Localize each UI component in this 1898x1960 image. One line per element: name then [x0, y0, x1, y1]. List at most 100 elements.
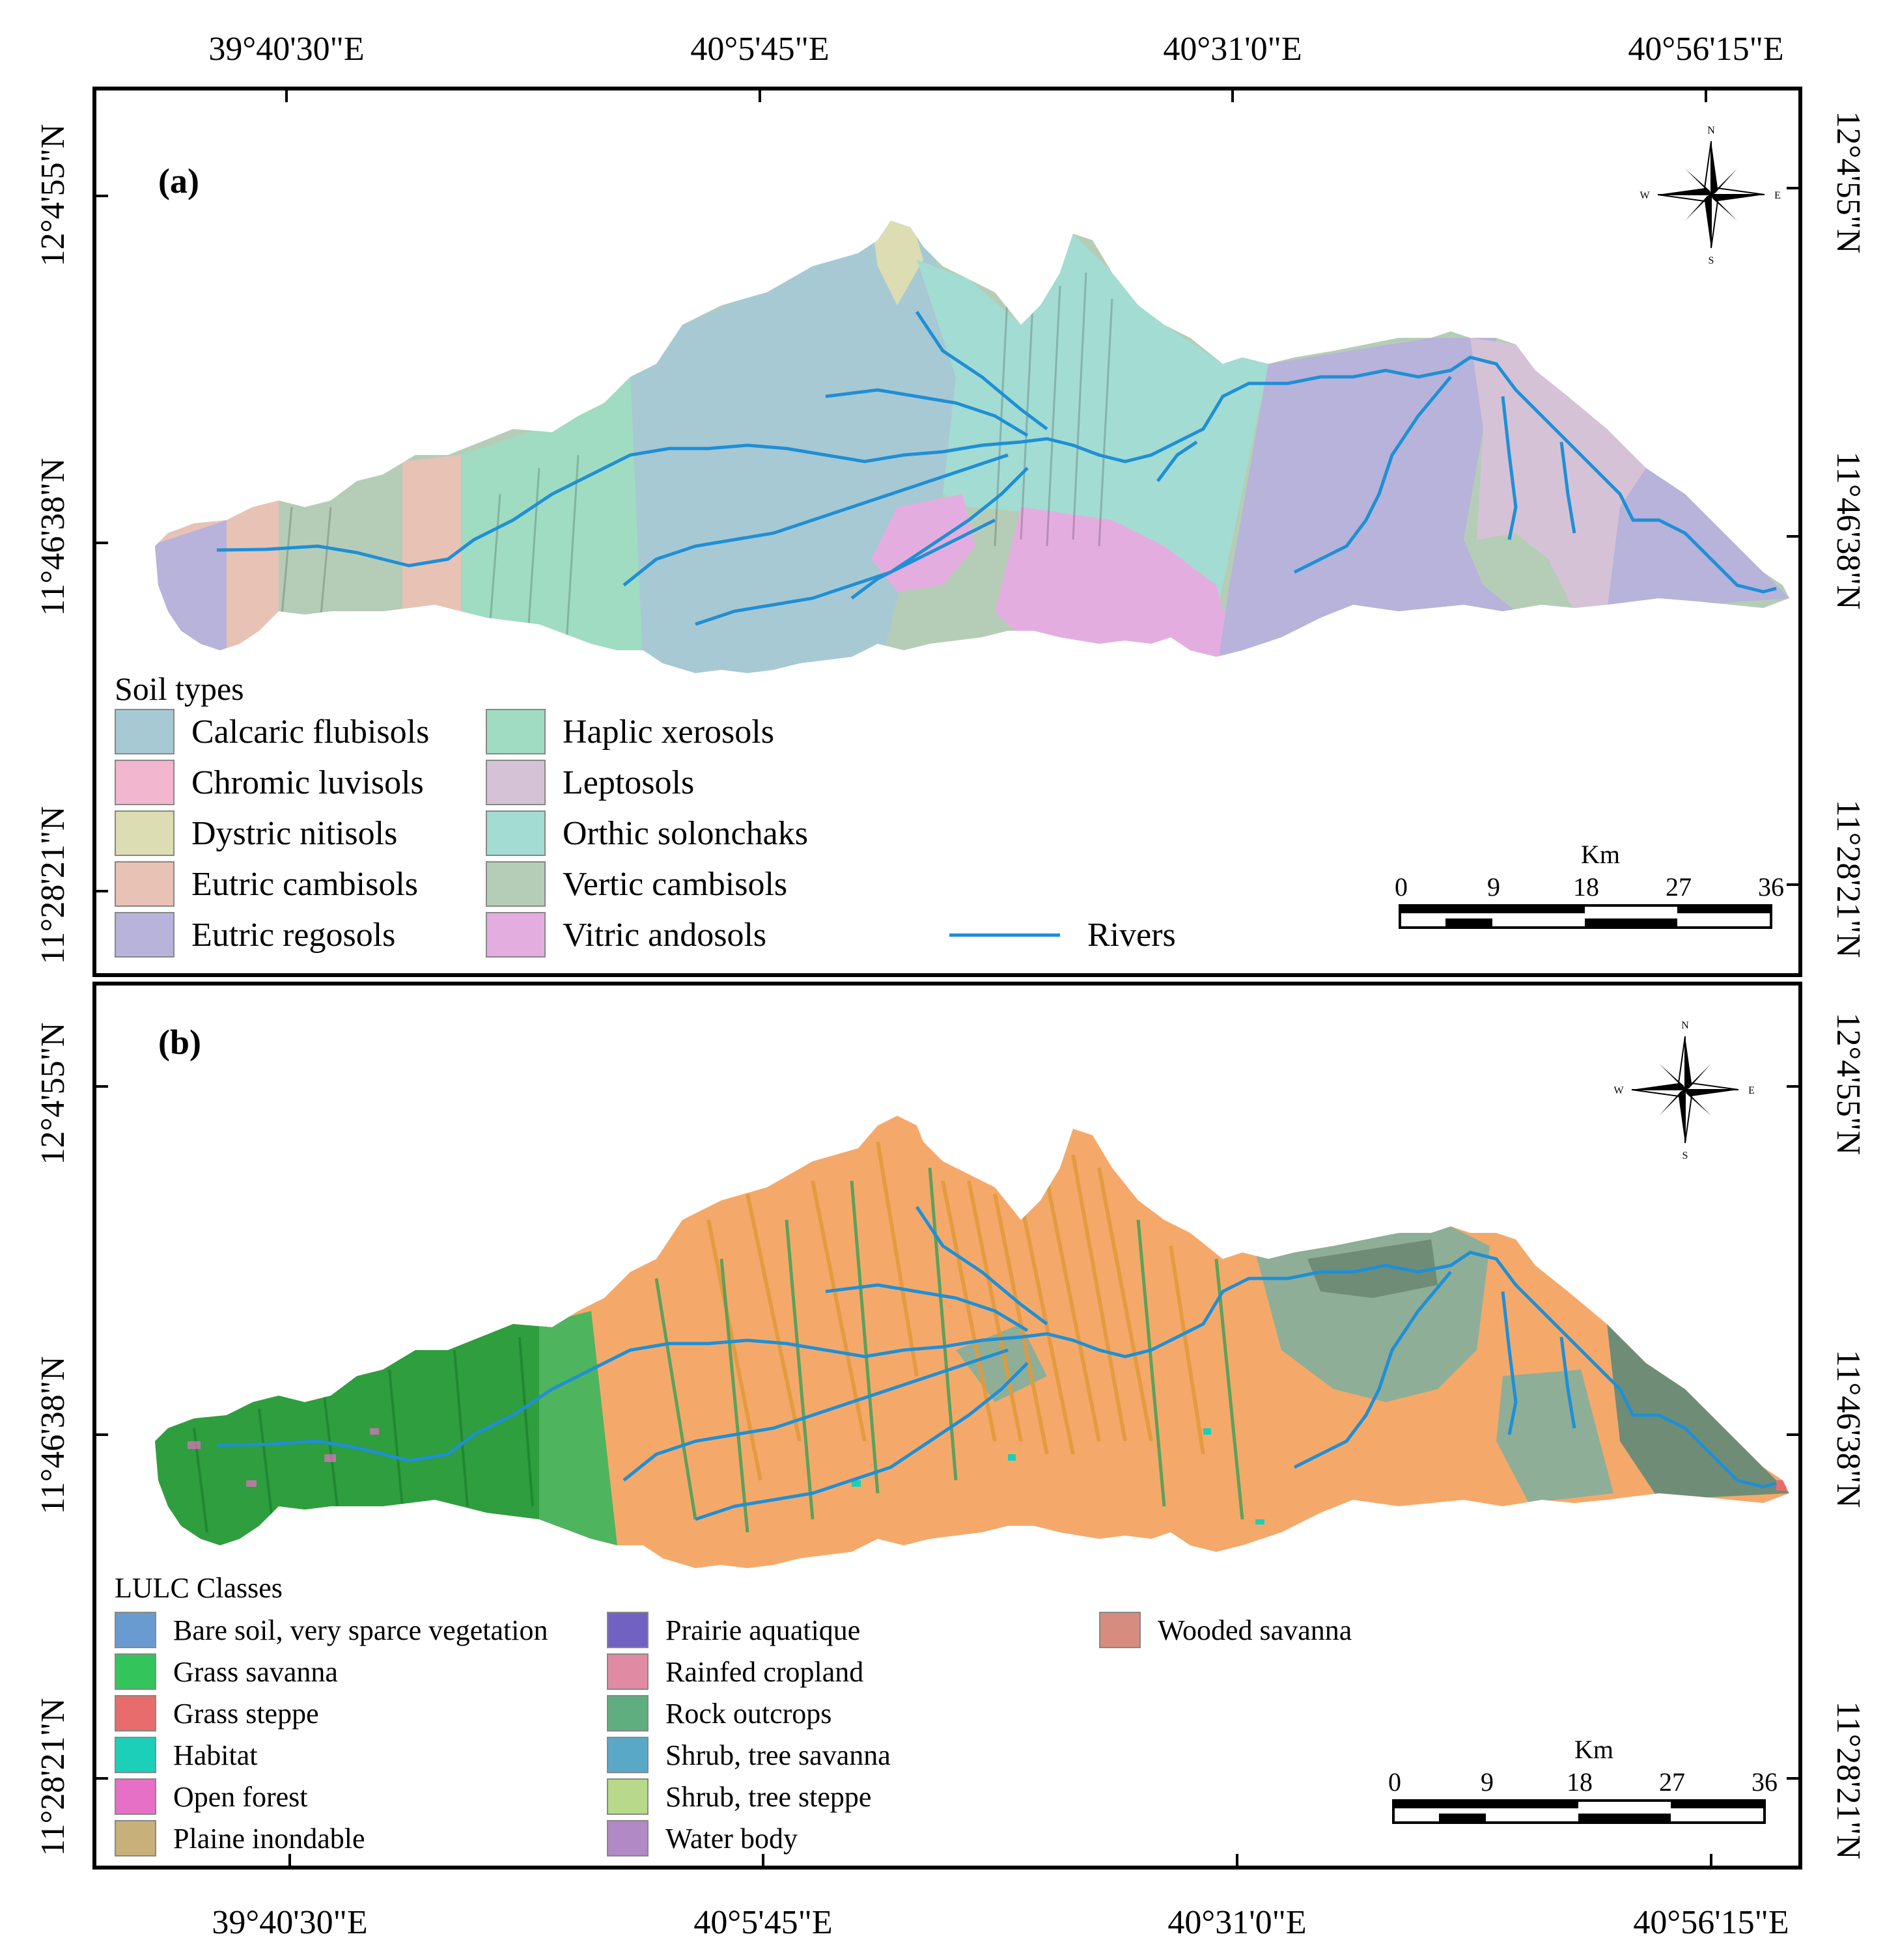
soil-legend-swatch — [115, 810, 174, 856]
lulc-legend-label: Open forest — [173, 1780, 308, 1813]
top-longitude-3: 40°31'0"E — [1163, 31, 1302, 68]
lulc-legend-label: Wooded savanna — [1158, 1614, 1352, 1646]
rivers-label: Rivers — [1087, 917, 1176, 954]
lulc-legend-item: Water body — [607, 1820, 798, 1856]
soil-legend-swatch — [486, 912, 546, 958]
right-latitude-b-3: 11°28'21"N — [1830, 1701, 1867, 1860]
lulc-legend-item: Shrub, tree steppe — [607, 1778, 871, 1815]
soil-legend-swatch — [115, 861, 174, 907]
lulc-legend-label: Prairie aquatique — [665, 1614, 861, 1646]
river-line-icon — [949, 933, 1060, 937]
soil-legend-label: Calcaric flubisols — [191, 713, 430, 751]
right-latitude-a-2: 11°46'38"N — [1830, 451, 1867, 610]
lulc-legend-swatch — [1099, 1612, 1141, 1648]
top-longitude-1: 39°40'30"E — [208, 31, 365, 68]
graticule-ticks — [96, 90, 1798, 892]
rivers-a — [216, 311, 1777, 626]
left-latitude-b-2: 11°46'38"N — [35, 1356, 72, 1515]
soil-legend-label: Eutric regosols — [191, 916, 396, 954]
soil-legend-label: Leptosols — [563, 764, 695, 801]
panel_a-scale-tick: 18 — [1573, 872, 1599, 902]
top-longitude-4: 40°56'15"E — [1628, 31, 1784, 68]
right-latitude-a-3: 11°28'21"N — [1830, 799, 1867, 958]
bottom-longitude-3: 40°31'0"E — [1167, 1904, 1307, 1941]
panel_b-scale-tick: 27 — [1659, 1767, 1685, 1797]
compass-w-b: W — [1613, 1085, 1624, 1096]
soil-legend-swatch — [486, 810, 546, 856]
soil-legend-swatch — [486, 760, 546, 805]
soil-legend-label: Orthic solonchaks — [563, 814, 808, 852]
soil-legend-item: Vitric andosols — [486, 912, 766, 958]
lulc-legend-item: Grass steppe — [115, 1695, 319, 1732]
north-arrow-icon: N S E W — [1640, 125, 1781, 266]
lulc-legend-label: Rainfed cropland — [665, 1655, 864, 1688]
soil-legend-item: Eutric regosols — [115, 912, 395, 958]
left-latitude-b-1: 12°4'55"N — [35, 1022, 72, 1165]
lulc-map-panel: (b) N S E W LULC Classes Bare soil, very… — [92, 982, 1802, 1870]
lulc-legend-label: Bare soil, very sparce vegetation — [173, 1614, 548, 1646]
lulc-legend-item: Bare soil, very sparce vegetation — [115, 1612, 548, 1648]
compass-n-b: N — [1681, 1020, 1689, 1031]
lulc-legend-swatch — [115, 1695, 156, 1732]
lulc-legend-swatch — [607, 1820, 649, 1856]
soil-legend-label: Vitric andosols — [563, 916, 767, 954]
soil-legend-item: Calcaric flubisols — [115, 709, 429, 754]
soil-legend-item: Vertic cambisols — [486, 861, 787, 907]
scale-bar-b: Km 0 9 18 27 36 — [1388, 1734, 1783, 1832]
scale-bar-a: Km 0 9 18 27 36 — [1395, 839, 1789, 937]
lulc-legend-label: Shrub, tree steppe — [665, 1780, 872, 1813]
panel_a-scale-tick: 27 — [1666, 872, 1692, 902]
panel_b-scale-tick: 36 — [1751, 1767, 1778, 1797]
lulc-legend-item: Grass savanna — [115, 1653, 338, 1690]
soil-legend-item: Leptosols — [486, 760, 694, 805]
lulc-legend-item: Plaine inondable — [115, 1820, 365, 1856]
lulc-legend-label: Water body — [665, 1822, 798, 1855]
lulc-legend-swatch — [607, 1612, 649, 1648]
lulc-legend-item: Habitat — [115, 1737, 258, 1773]
compass-s: S — [1709, 255, 1714, 266]
bottom-longitude-4: 40°56'15"E — [1633, 1904, 1789, 1941]
soil-legend-item: Dystric nitisols — [115, 810, 397, 856]
lulc-legend-swatch — [607, 1737, 649, 1773]
right-latitude-b-1: 12°4'55"N — [1830, 1012, 1867, 1155]
soil-legend-swatch — [115, 912, 174, 958]
lulc-legend-swatch — [607, 1653, 649, 1690]
soil-legend-label: Vertic cambisols — [563, 865, 788, 903]
lulc-legend-swatch — [115, 1820, 156, 1856]
lulc-legend-label: Grass savanna — [173, 1655, 338, 1688]
lulc-legend-swatch — [115, 1653, 156, 1690]
top-longitude-2: 40°5'45"E — [690, 31, 830, 68]
lulc-legend-item: Wooded savanna — [1099, 1612, 1352, 1648]
panel_a-scale-tick: 36 — [1758, 872, 1784, 902]
soil-legend-swatch — [115, 760, 174, 805]
soil-legend-swatch — [115, 709, 174, 754]
lulc-legend-item: Rainfed cropland — [607, 1653, 863, 1690]
panel-b-label: (b) — [158, 1023, 201, 1062]
soil-legend-label: Chromic luvisols — [191, 764, 424, 801]
scale-unit-a: Km — [1581, 840, 1620, 869]
panel_b-scale-tick: 0 — [1388, 1767, 1401, 1797]
lulc-legend-swatch — [115, 1737, 156, 1773]
panel_b-scale-tick: 18 — [1567, 1767, 1593, 1797]
scale-bar-graphic-b — [1392, 1799, 1766, 1824]
lulc-legend-item: Shrub, tree savanna — [607, 1737, 891, 1773]
lulc-legend-item: Rock outcrops — [607, 1695, 831, 1732]
compass-e: E — [1774, 190, 1781, 201]
compass-w: W — [1640, 190, 1650, 201]
soil-map-graphic — [96, 90, 1798, 892]
lulc-legend-swatch — [115, 1612, 156, 1648]
rivers-legend-item: Rivers — [949, 916, 1176, 954]
bottom-longitude-1: 39°40'30"E — [212, 1904, 368, 1941]
lulc-legend-label: Grass steppe — [173, 1697, 319, 1730]
soil-legend-item: Orthic solonchaks — [486, 810, 808, 856]
panel_a-scale-tick: 9 — [1487, 872, 1500, 902]
lulc-legend-swatch — [115, 1778, 156, 1815]
compass-n: N — [1707, 125, 1715, 136]
right-latitude-a-1: 12°4'55"N — [1830, 111, 1867, 254]
compass-e-b: E — [1748, 1085, 1755, 1096]
lulc-legend-item: Prairie aquatique — [607, 1612, 860, 1648]
lulc-legend-title: LULC Classes — [115, 1572, 283, 1604]
soil-legend-title: Soil types — [115, 670, 244, 707]
lulc-legend-swatch — [607, 1778, 649, 1815]
left-latitude-a-2: 11°46'38"N — [35, 458, 72, 616]
